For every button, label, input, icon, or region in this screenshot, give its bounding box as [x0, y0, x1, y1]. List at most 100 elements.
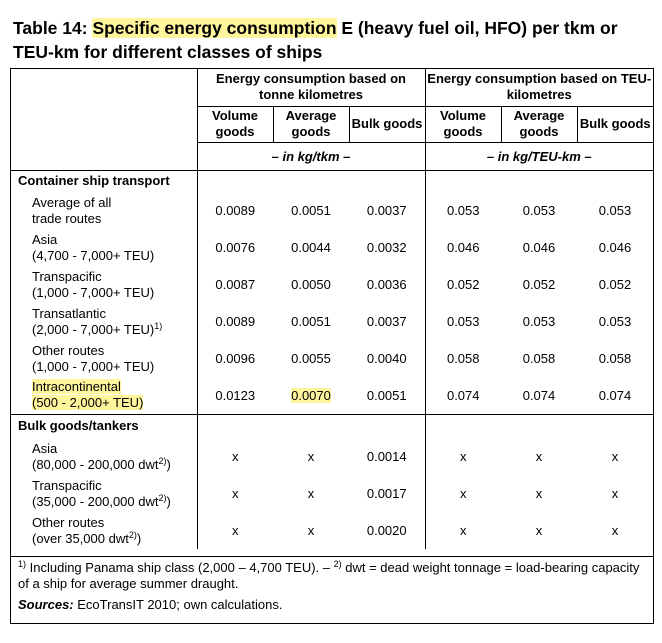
value-text: 0.053 — [598, 203, 632, 218]
col-header-average-goods: Average goods — [272, 105, 349, 142]
value-cell: 0.0040 — [349, 340, 425, 377]
section-header: Bulk goods/tankers — [10, 413, 197, 438]
value-cell: 0.074 — [424, 377, 501, 414]
value-cell: 0.0044 — [273, 229, 349, 266]
footnote-ref: 2) — [128, 529, 137, 540]
value-text: 0.074 — [522, 387, 556, 403]
value-cell: 0.0037 — [349, 303, 425, 340]
value-cell: 0.046 — [501, 229, 577, 266]
row-label-close: ) — [166, 493, 171, 509]
value-text: 0.053 — [522, 203, 556, 218]
value-text: 0.0076 — [215, 240, 256, 255]
value-text: 0.046 — [522, 240, 556, 255]
value-cell: 0.053 — [577, 303, 653, 340]
row-label: Intracontinental (500 - 2,000+ TEU) — [10, 377, 197, 414]
corner-cell — [10, 68, 197, 142]
row-label-line2: (1,000 - 7,000+ TEU) — [32, 284, 155, 300]
value-text: 0.0036 — [366, 277, 407, 292]
value-text: x — [307, 523, 315, 538]
value-cell: x — [501, 438, 577, 475]
value-text: x — [307, 449, 315, 464]
col-header-volume-goods: Volume goods — [424, 105, 501, 142]
value-cell: x — [196, 438, 273, 475]
row-label-line1: Asia — [32, 231, 58, 247]
value-text: 0.0055 — [291, 351, 331, 366]
value-text: x — [535, 523, 543, 538]
row-label-line2: (500 - 2,000+ TEU) — [32, 395, 144, 411]
value-text: 0.046 — [598, 240, 632, 255]
value-cell: x — [577, 512, 653, 549]
value-text: 0.0089 — [215, 203, 256, 218]
value-text: 0.0037 — [366, 203, 407, 218]
section-header-filler — [577, 169, 653, 192]
table-title: Table 14: Specific energy consumption E … — [13, 16, 653, 64]
value-text: 0.0037 — [366, 314, 407, 329]
energy-table: Energy consumption based on tonne kilome… — [10, 68, 653, 549]
table-row: Average of all trade routes 0.0089 0.0051 0.… — [10, 192, 653, 229]
value-cell: x — [196, 475, 273, 512]
row-label-line1: Average of all — [32, 194, 112, 210]
value-text: 0.074 — [446, 387, 480, 403]
value-cell: 0.052 — [577, 266, 653, 303]
title-highlight: Specific energy consumption — [92, 18, 337, 38]
section-header-filler — [273, 169, 349, 192]
row-label-line1: Transatlantic — [32, 305, 106, 321]
footnote-1: Including Panama ship class (2,000 – 4,7… — [26, 560, 334, 575]
value-text: 0.0014 — [366, 449, 407, 464]
section-header-filler — [196, 413, 273, 438]
value-cell: 0.0096 — [196, 340, 273, 377]
value-cell: 0.058 — [577, 340, 653, 377]
sources-text: EcoTransIT 2010; own calculations. — [73, 597, 283, 612]
value-cell: 0.052 — [424, 266, 501, 303]
value-text: x — [611, 523, 619, 538]
value-cell: x — [273, 512, 349, 549]
value-cell: x — [273, 438, 349, 475]
value-cell: 0.046 — [577, 229, 653, 266]
group-header-teu-km: Energy consumption based on TEU-kilometr… — [424, 68, 653, 106]
value-text: x — [535, 486, 543, 501]
value-text: 0.046 — [446, 240, 480, 255]
table-row: Other routes (1,000 - 7,000+ TEU) 0.0096 0.… — [10, 340, 653, 377]
value-cell: 0.053 — [424, 192, 501, 229]
value-text: 0.0044 — [291, 240, 331, 255]
col-header-volume-goods: Volume goods — [196, 105, 273, 142]
value-cell: 0.058 — [424, 340, 501, 377]
value-cell: x — [501, 475, 577, 512]
value-text: x — [611, 449, 619, 464]
row-label-line2: (80,000 - 200,000 dwt — [32, 456, 159, 472]
row-label-line1: Transpacific — [32, 477, 102, 493]
value-text: 0.0096 — [215, 351, 256, 366]
section-header-filler — [349, 413, 425, 438]
value-text: 0.058 — [522, 351, 556, 366]
row-label-line2: (4,700 - 7,000+ TEU) — [32, 247, 155, 263]
sources-line: Sources: EcoTransIT 2010; own calculatio… — [18, 597, 648, 613]
section-header-filler — [577, 413, 653, 438]
value-text: x — [232, 523, 239, 538]
value-cell: 0.0051 — [349, 377, 425, 414]
row-label-line1: Other routes — [32, 514, 105, 530]
value-cell: 0.0123 — [196, 377, 273, 414]
row-label-line2: (1,000 - 7,000+ TEU) — [32, 358, 155, 374]
value-text: 0.0087 — [215, 277, 256, 292]
value-text: 0.0123 — [215, 387, 256, 403]
value-cell: x — [424, 475, 501, 512]
row-label-line2: (2,000 - 7,000+ TEU) — [32, 321, 155, 337]
value-cell: 0.0087 — [196, 266, 273, 303]
value-cell: 0.0089 — [196, 303, 273, 340]
value-cell: x — [273, 475, 349, 512]
value-cell: 0.058 — [501, 340, 577, 377]
row-label: Asia (80,000 - 200,000 dwt2)) — [10, 438, 197, 475]
value-text: 0.053 — [598, 314, 632, 329]
value-text: 0.0020 — [366, 523, 407, 538]
col-header-average-goods: Average goods — [500, 105, 577, 142]
value-text: x — [232, 449, 239, 464]
row-label-line1: Asia — [32, 440, 58, 456]
section-header-filler — [349, 169, 425, 192]
footnote-mark-1: 1) — [18, 559, 27, 569]
title-prefix: Table 14: — [13, 18, 93, 38]
value-cell: 0.074 — [501, 377, 577, 414]
value-cell: 0.0070 — [273, 377, 349, 414]
value-cell: 0.0017 — [349, 475, 425, 512]
value-cell: x — [196, 512, 273, 549]
value-text: 0.0051 — [291, 203, 331, 218]
